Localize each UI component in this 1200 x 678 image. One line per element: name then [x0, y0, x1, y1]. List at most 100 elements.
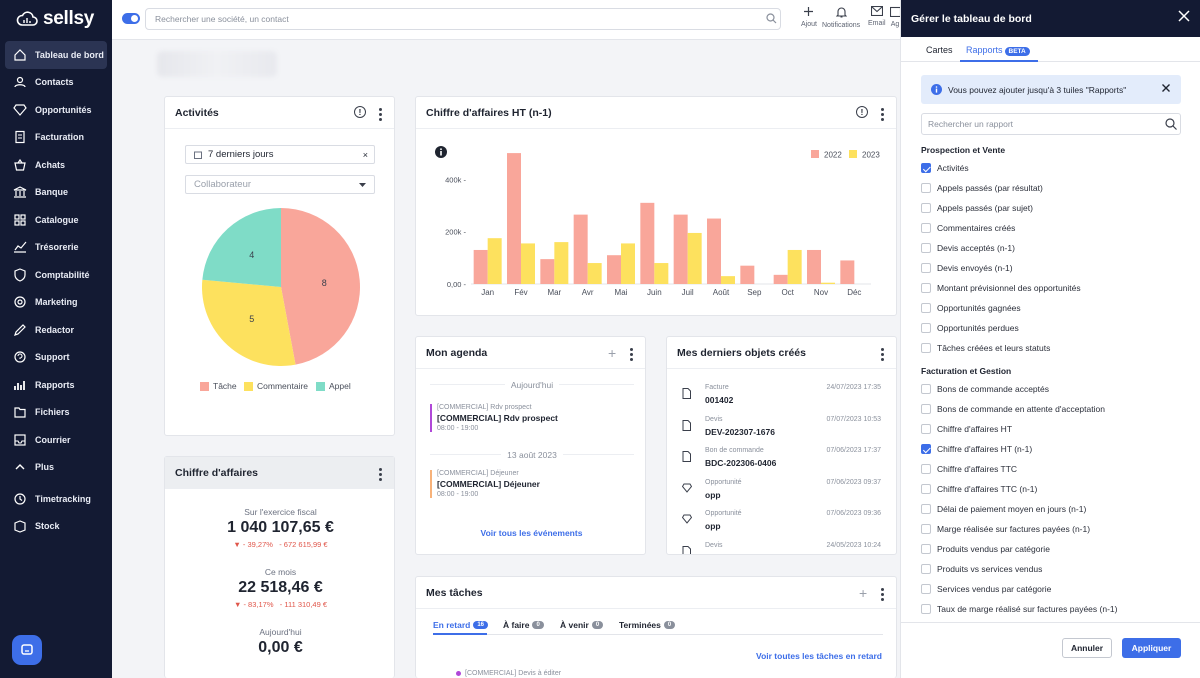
tab-en-retard[interactable]: En retard 16 [433, 620, 489, 630]
add-action[interactable]: Ajout [801, 6, 817, 28]
checkbox-icon[interactable] [921, 223, 931, 233]
chat-button[interactable] [12, 635, 42, 665]
report-search-input[interactable] [921, 113, 1181, 135]
checkbox-icon[interactable] [921, 584, 931, 594]
sidebar-item-redactor[interactable]: Redactor [0, 316, 112, 344]
kebab-menu-icon[interactable] [379, 468, 382, 481]
agenda-event[interactable]: [COMMERCIAL] Rdv prospect [COMMERCIAL] R… [430, 404, 558, 432]
sidebar-item-achats[interactable]: Achats [0, 151, 112, 179]
sidebar-item-plus[interactable]: Plus [0, 454, 112, 482]
checked-checkbox-icon[interactable] [921, 444, 931, 454]
sidebar-item-facturation[interactable]: Facturation [0, 124, 112, 152]
task-item[interactable]: [COMMERCIAL] Devis à éditer [456, 670, 561, 677]
close-icon[interactable] [1178, 10, 1190, 22]
report-checkbox[interactable]: Taux de marge réalisé sur factures payée… [921, 604, 1117, 614]
checkbox-icon[interactable] [921, 484, 931, 494]
report-checkbox[interactable]: Montant prévisionnel des opportunités [921, 283, 1081, 293]
add-event-icon[interactable]: + [608, 345, 617, 361]
sidebar-item-banque[interactable]: Banque [0, 179, 112, 207]
list-item[interactable]: Devis 24/05/2023 10:24 [681, 542, 881, 554]
close-icon[interactable] [1161, 83, 1171, 93]
report-checkbox[interactable]: Tâches créées et leurs statuts [921, 343, 1050, 353]
checkbox-icon[interactable] [921, 384, 931, 394]
checkbox-icon[interactable] [921, 323, 931, 333]
all-events-link[interactable]: Voir tous les événements [480, 528, 583, 538]
report-checkbox[interactable]: Opportunités gagnées [921, 303, 1021, 313]
apply-button[interactable]: Appliquer [1122, 638, 1181, 658]
search-icon[interactable] [766, 13, 777, 24]
checkbox-icon[interactable] [921, 243, 931, 253]
sidebar-item-tableau-de-bord[interactable]: Tableau de bord [5, 41, 107, 69]
email-action[interactable]: Email [868, 6, 886, 27]
checkbox-icon[interactable] [921, 283, 931, 293]
alert-icon[interactable]: ! [354, 106, 366, 118]
list-item[interactable]: Bon de commande BDC-202306-0406 07/06/2023… [681, 447, 881, 475]
kebab-menu-icon[interactable] [881, 348, 884, 361]
list-item[interactable]: Devis DEV-202307-1676 07/07/2023 10:53 [681, 416, 881, 444]
sidebar-item-marketing[interactable]: Marketing [0, 289, 112, 317]
checkbox-icon[interactable] [921, 464, 931, 474]
sidebar-item-support[interactable]: Support [0, 344, 112, 372]
notifications-action[interactable]: Notifications [822, 6, 860, 29]
checkbox-icon[interactable] [921, 604, 931, 614]
sidebar-item-contacts[interactable]: Contacts [0, 69, 112, 97]
agenda-event[interactable]: [COMMERCIAL] Déjeuner [COMMERCIAL] Déjeu… [430, 470, 540, 498]
period-filter[interactable]: 7 derniers jours × [185, 145, 375, 164]
global-search-input[interactable] [145, 8, 781, 30]
search-icon[interactable] [1165, 118, 1177, 130]
tab-cartes[interactable]: Cartes [926, 45, 953, 55]
report-checkbox[interactable]: Marge réalisée sur factures payées (n-1) [921, 524, 1090, 534]
report-checkbox[interactable]: Chiffre d'affaires HT (n-1) [921, 444, 1032, 454]
checkbox-icon[interactable] [921, 343, 931, 353]
report-checkbox[interactable]: Appels passés (par résultat) [921, 183, 1043, 193]
mode-toggle[interactable] [122, 13, 140, 24]
list-item[interactable]: Opportunité opp 07/06/2023 09:37 [681, 479, 881, 507]
checkbox-icon[interactable] [921, 424, 931, 434]
checkbox-icon[interactable] [921, 404, 931, 414]
add-task-icon[interactable]: + [859, 585, 868, 601]
sidebar-item-opportunit-s[interactable]: Opportunités [0, 96, 112, 124]
all-overdue-tasks-link[interactable]: Voir toutes les tâches en retard [756, 651, 882, 661]
report-checkbox[interactable]: Chiffre d'affaires TTC (n-1) [921, 484, 1037, 494]
kebab-menu-icon[interactable] [630, 348, 633, 361]
checkbox-icon[interactable] [921, 524, 931, 534]
report-checkbox[interactable]: Délai de paiement moyen en jours (n-1) [921, 504, 1086, 514]
sidebar-item-stock[interactable]: Stock [0, 513, 112, 541]
report-checkbox[interactable]: Produits vs services vendus [921, 564, 1042, 574]
sidebar-item-timetracking[interactable]: Timetracking [0, 485, 112, 513]
kebab-menu-icon[interactable] [881, 588, 884, 601]
report-checkbox[interactable]: Appels passés (par sujet) [921, 203, 1033, 213]
report-checkbox[interactable]: Chiffre d'affaires HT [921, 424, 1012, 434]
sidebar-item-comptabilit-[interactable]: Comptabilité [0, 261, 112, 289]
checkbox-icon[interactable] [921, 203, 931, 213]
tab-a-faire[interactable]: À faire 0 [503, 620, 544, 630]
clear-icon[interactable]: × [362, 149, 368, 160]
checkbox-icon[interactable] [921, 544, 931, 554]
checkbox-icon[interactable] [921, 504, 931, 514]
tab-rapports[interactable]: Rapports BETA [966, 45, 1030, 56]
collaborator-select[interactable]: Collaborateur [185, 175, 375, 194]
sidebar-item-tr-sorerie[interactable]: Trésorerie [0, 234, 112, 262]
sellsy-logo[interactable]: sellsy [16, 8, 94, 30]
checkbox-icon[interactable] [921, 303, 931, 313]
checked-checkbox-icon[interactable] [921, 163, 931, 173]
tab-terminees[interactable]: Terminées 0 [619, 620, 676, 630]
checkbox-icon[interactable] [921, 183, 931, 193]
list-item[interactable]: Opportunité opp 07/06/2023 09:36 [681, 510, 881, 538]
checkbox-icon[interactable] [921, 263, 931, 273]
report-checkbox[interactable]: Activités [921, 163, 969, 173]
report-checkbox[interactable]: Commentaires créés [921, 223, 1015, 233]
sidebar-item-courrier[interactable]: Courrier [0, 426, 112, 454]
report-checkbox[interactable]: Devis envoyés (n-1) [921, 263, 1013, 273]
report-checkbox[interactable]: Chiffre d'affaires TTC [921, 464, 1017, 474]
info-icon[interactable] [435, 146, 447, 158]
report-checkbox[interactable]: Services vendus par catégorie [921, 584, 1051, 594]
kebab-menu-icon[interactable] [881, 108, 884, 121]
report-checkbox[interactable]: Bons de commande acceptés [921, 384, 1049, 394]
sidebar-item-rapports[interactable]: Rapports [0, 371, 112, 399]
sidebar-item-fichiers[interactable]: Fichiers [0, 399, 112, 427]
alert-icon[interactable]: ! [856, 106, 868, 118]
list-item[interactable]: Facture 001402 24/07/2023 17:35 [681, 384, 881, 412]
kebab-menu-icon[interactable] [379, 108, 382, 121]
report-checkbox[interactable]: Opportunités perdues [921, 323, 1019, 333]
